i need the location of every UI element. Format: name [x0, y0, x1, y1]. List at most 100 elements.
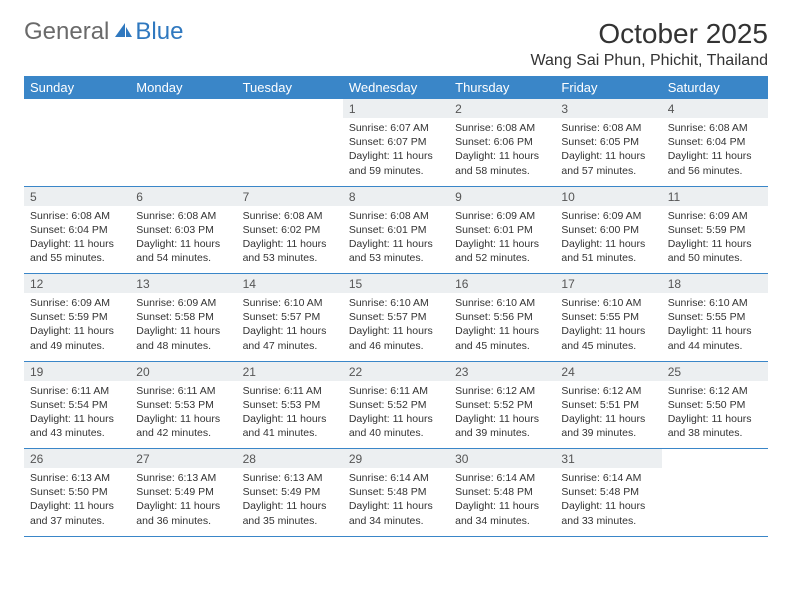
sunset-line: Sunset: 5:53 PM — [136, 398, 230, 412]
day-detail-cell: Sunrise: 6:09 AMSunset: 5:58 PMDaylight:… — [130, 293, 236, 361]
sunrise-line: Sunrise: 6:12 AM — [668, 384, 762, 398]
day-number-cell: 23 — [449, 361, 555, 381]
day-number-cell: 7 — [237, 186, 343, 206]
sunrise-line: Sunrise: 6:13 AM — [136, 471, 230, 485]
sunrise-line: Sunrise: 6:10 AM — [243, 296, 337, 310]
sunrise-line: Sunrise: 6:07 AM — [349, 121, 443, 135]
day-number-cell: 30 — [449, 449, 555, 469]
weekday-header: Sunday — [24, 76, 130, 99]
daylight-line: Daylight: 11 hours and 46 minutes. — [349, 324, 443, 352]
sunrise-line: Sunrise: 6:11 AM — [349, 384, 443, 398]
day-number-cell: 16 — [449, 274, 555, 294]
day-number-cell: 13 — [130, 274, 236, 294]
daylight-line: Daylight: 11 hours and 50 minutes. — [668, 237, 762, 265]
sunrise-line: Sunrise: 6:08 AM — [455, 121, 549, 135]
day-detail-cell: Sunrise: 6:09 AMSunset: 6:00 PMDaylight:… — [555, 206, 661, 274]
daylight-line: Daylight: 11 hours and 56 minutes. — [668, 149, 762, 177]
day-detail-cell: Sunrise: 6:08 AMSunset: 6:03 PMDaylight:… — [130, 206, 236, 274]
detail-row: Sunrise: 6:09 AMSunset: 5:59 PMDaylight:… — [24, 293, 768, 361]
day-number-cell: 10 — [555, 186, 661, 206]
day-detail-cell: Sunrise: 6:09 AMSunset: 6:01 PMDaylight:… — [449, 206, 555, 274]
sunset-line: Sunset: 5:59 PM — [30, 310, 124, 324]
sunset-line: Sunset: 5:49 PM — [243, 485, 337, 499]
daylight-line: Daylight: 11 hours and 57 minutes. — [561, 149, 655, 177]
sunrise-line: Sunrise: 6:11 AM — [30, 384, 124, 398]
sunset-line: Sunset: 5:55 PM — [668, 310, 762, 324]
sunset-line: Sunset: 5:51 PM — [561, 398, 655, 412]
day-detail-cell: Sunrise: 6:08 AMSunset: 6:04 PMDaylight:… — [662, 118, 768, 186]
day-detail-cell: Sunrise: 6:13 AMSunset: 5:49 PMDaylight:… — [130, 468, 236, 536]
sunrise-line: Sunrise: 6:11 AM — [243, 384, 337, 398]
daylight-line: Daylight: 11 hours and 54 minutes. — [136, 237, 230, 265]
day-number-cell: 12 — [24, 274, 130, 294]
day-detail-cell: Sunrise: 6:13 AMSunset: 5:50 PMDaylight:… — [24, 468, 130, 536]
daylight-line: Daylight: 11 hours and 42 minutes. — [136, 412, 230, 440]
daylight-line: Daylight: 11 hours and 39 minutes. — [455, 412, 549, 440]
sunset-line: Sunset: 5:58 PM — [136, 310, 230, 324]
daylight-line: Daylight: 11 hours and 47 minutes. — [243, 324, 337, 352]
sunset-line: Sunset: 5:59 PM — [668, 223, 762, 237]
sunset-line: Sunset: 6:01 PM — [455, 223, 549, 237]
day-number-cell: 21 — [237, 361, 343, 381]
sunrise-line: Sunrise: 6:08 AM — [30, 209, 124, 223]
weekday-header-row: Sunday Monday Tuesday Wednesday Thursday… — [24, 76, 768, 99]
sunset-line: Sunset: 5:57 PM — [349, 310, 443, 324]
weekday-header: Monday — [130, 76, 236, 99]
day-detail-cell — [24, 118, 130, 186]
sunrise-line: Sunrise: 6:10 AM — [561, 296, 655, 310]
sunset-line: Sunset: 5:56 PM — [455, 310, 549, 324]
daylight-line: Daylight: 11 hours and 35 minutes. — [243, 499, 337, 527]
day-detail-cell: Sunrise: 6:09 AMSunset: 5:59 PMDaylight:… — [24, 293, 130, 361]
sunset-line: Sunset: 6:01 PM — [349, 223, 443, 237]
sunrise-line: Sunrise: 6:11 AM — [136, 384, 230, 398]
sunset-line: Sunset: 5:52 PM — [455, 398, 549, 412]
sunrise-line: Sunrise: 6:12 AM — [455, 384, 549, 398]
daylight-line: Daylight: 11 hours and 49 minutes. — [30, 324, 124, 352]
sunset-line: Sunset: 6:00 PM — [561, 223, 655, 237]
daylight-line: Daylight: 11 hours and 53 minutes. — [243, 237, 337, 265]
sunrise-line: Sunrise: 6:09 AM — [668, 209, 762, 223]
weekday-header: Saturday — [662, 76, 768, 99]
day-detail-cell: Sunrise: 6:14 AMSunset: 5:48 PMDaylight:… — [343, 468, 449, 536]
day-detail-cell: Sunrise: 6:08 AMSunset: 6:01 PMDaylight:… — [343, 206, 449, 274]
daylight-line: Daylight: 11 hours and 45 minutes. — [455, 324, 549, 352]
daynum-row: 567891011 — [24, 186, 768, 206]
day-detail-cell: Sunrise: 6:11 AMSunset: 5:53 PMDaylight:… — [130, 381, 236, 449]
daylight-line: Daylight: 11 hours and 37 minutes. — [30, 499, 124, 527]
daylight-line: Daylight: 11 hours and 55 minutes. — [30, 237, 124, 265]
sunrise-line: Sunrise: 6:14 AM — [561, 471, 655, 485]
day-number-cell: 1 — [343, 99, 449, 118]
sunset-line: Sunset: 5:48 PM — [455, 485, 549, 499]
daylight-line: Daylight: 11 hours and 52 minutes. — [455, 237, 549, 265]
day-detail-cell: Sunrise: 6:08 AMSunset: 6:02 PMDaylight:… — [237, 206, 343, 274]
sunset-line: Sunset: 6:05 PM — [561, 135, 655, 149]
daylight-line: Daylight: 11 hours and 38 minutes. — [668, 412, 762, 440]
daynum-row: 1234 — [24, 99, 768, 118]
day-number-cell: 26 — [24, 449, 130, 469]
day-detail-cell: Sunrise: 6:10 AMSunset: 5:57 PMDaylight:… — [343, 293, 449, 361]
day-number-cell: 18 — [662, 274, 768, 294]
day-number-cell: 8 — [343, 186, 449, 206]
weekday-header: Thursday — [449, 76, 555, 99]
sunrise-line: Sunrise: 6:09 AM — [455, 209, 549, 223]
location-subtitle: Wang Sai Phun, Phichit, Thailand — [531, 52, 768, 70]
detail-row: Sunrise: 6:08 AMSunset: 6:04 PMDaylight:… — [24, 206, 768, 274]
day-number-cell: 6 — [130, 186, 236, 206]
sunrise-line: Sunrise: 6:10 AM — [455, 296, 549, 310]
day-detail-cell: Sunrise: 6:08 AMSunset: 6:04 PMDaylight:… — [24, 206, 130, 274]
sunset-line: Sunset: 5:48 PM — [349, 485, 443, 499]
detail-row: Sunrise: 6:07 AMSunset: 6:07 PMDaylight:… — [24, 118, 768, 186]
day-detail-cell: Sunrise: 6:11 AMSunset: 5:54 PMDaylight:… — [24, 381, 130, 449]
day-number-cell — [662, 449, 768, 469]
daylight-line: Daylight: 11 hours and 33 minutes. — [561, 499, 655, 527]
sunrise-line: Sunrise: 6:13 AM — [30, 471, 124, 485]
sunrise-line: Sunrise: 6:08 AM — [561, 121, 655, 135]
day-number-cell: 14 — [237, 274, 343, 294]
calendar-table: Sunday Monday Tuesday Wednesday Thursday… — [24, 76, 768, 537]
daylight-line: Daylight: 11 hours and 58 minutes. — [455, 149, 549, 177]
daynum-row: 12131415161718 — [24, 274, 768, 294]
sunrise-line: Sunrise: 6:12 AM — [561, 384, 655, 398]
sunset-line: Sunset: 5:52 PM — [349, 398, 443, 412]
weekday-header: Wednesday — [343, 76, 449, 99]
daylight-line: Daylight: 11 hours and 53 minutes. — [349, 237, 443, 265]
